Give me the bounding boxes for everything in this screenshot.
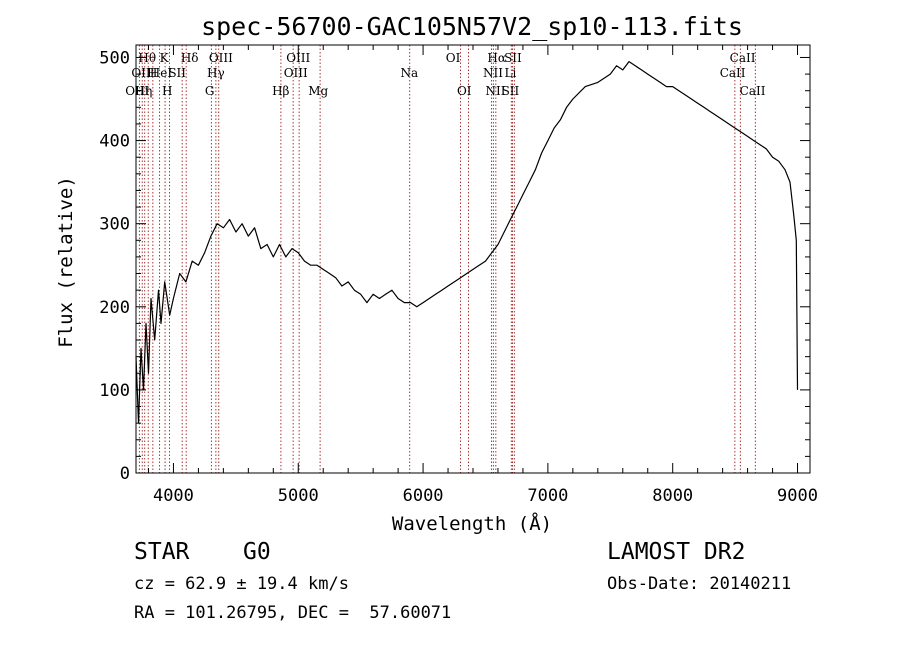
y-tick-label: 500	[99, 48, 130, 68]
spectrum-line	[135, 60, 799, 424]
x-tick-label: 4000	[153, 486, 194, 506]
line-label: OIII	[284, 66, 308, 80]
line-label: OI	[457, 84, 472, 98]
x-tick-label: 7000	[527, 486, 568, 506]
line-label: CaII	[720, 66, 746, 80]
line-label: CaII	[730, 51, 756, 65]
object-subclass: G0	[243, 539, 271, 565]
line-label: Hη	[135, 84, 153, 98]
line-label: G	[205, 84, 215, 98]
observation-date: Obs-Date: 20140211	[607, 574, 792, 594]
y-tick-label: 300	[99, 215, 130, 235]
line-label: SII	[504, 51, 522, 65]
y-tick-label: 200	[99, 298, 130, 318]
line-label: OIII	[209, 51, 233, 65]
line-label: OI	[446, 51, 461, 65]
sky-coordinates: RA = 101.26795, DEC = 57.60071	[134, 603, 452, 623]
survey-name: LAMOST DR2	[607, 539, 746, 565]
line-label: CaII	[740, 84, 766, 98]
x-tick-label: 5000	[278, 486, 319, 506]
line-label: HeI	[150, 66, 173, 80]
line-label: Na	[401, 66, 419, 80]
y-axis-label: Flux (relative)	[55, 176, 77, 348]
line-label: Li	[505, 66, 517, 80]
line-label: NII	[485, 84, 505, 98]
line-label: Hδ	[181, 51, 199, 65]
x-tick-label: 9000	[777, 486, 818, 506]
emission-line-markers	[138, 45, 756, 473]
line-label: Mg	[308, 84, 328, 98]
line-label: H	[147, 66, 157, 80]
line-label: SII	[502, 84, 520, 98]
y-tick-label: 400	[99, 132, 130, 152]
plot-frame	[135, 44, 811, 474]
line-label: H	[162, 84, 172, 98]
x-axis-label: Wavelength (Å)	[392, 512, 552, 535]
y-axis: 0 100 200 300 400 500	[99, 48, 810, 484]
line-label: Hα	[487, 51, 506, 65]
redshift-velocity: cz = 62.9 ± 19.4 km/s	[134, 574, 349, 594]
object-class: STAR	[134, 539, 190, 565]
chart-title: spec-56700-GAC105N57V2_sp10-113.fits	[201, 12, 743, 41]
line-label: Hγ	[207, 66, 225, 80]
line-label: NII	[483, 66, 503, 80]
x-axis: 4000 5000 6000 7000 8000 9000	[147, 45, 818, 506]
line-label: SII	[168, 66, 186, 80]
line-label: K	[160, 51, 170, 65]
line-label: OIII	[286, 51, 310, 65]
x-tick-label: 8000	[652, 486, 693, 506]
line-label: Hβ	[272, 84, 289, 98]
x-tick-label: 6000	[403, 486, 444, 506]
y-tick-label: 100	[99, 381, 130, 401]
line-label: Hθ	[138, 51, 156, 65]
spectrum-line-group	[135, 60, 799, 424]
y-tick-label: 0	[120, 464, 130, 484]
